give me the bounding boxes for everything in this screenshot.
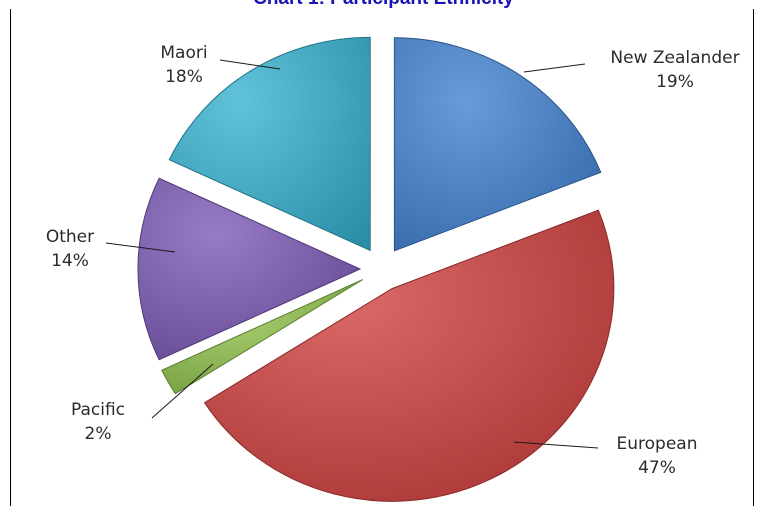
- slice-percent: 47%: [638, 458, 676, 478]
- slice-percent: 18%: [165, 67, 203, 87]
- slice-maori: [168, 36, 371, 252]
- chart-frame: [10, 9, 754, 506]
- slice-new-zealander: [393, 37, 602, 252]
- label-maori: Maori 18%: [144, 41, 224, 89]
- label-other: Other 14%: [30, 225, 110, 273]
- leader-line: [151, 363, 214, 419]
- leader-line: [219, 59, 281, 70]
- slice-percent: 2%: [84, 424, 112, 444]
- leader-line: [105, 242, 176, 253]
- slice-percent: 19%: [656, 72, 694, 92]
- label-new-zealander: New Zealander 19%: [590, 46, 760, 94]
- slice-name: Maori: [160, 43, 208, 63]
- slice-name: Pacific: [70, 400, 126, 420]
- leader-line: [523, 63, 586, 73]
- slice-name: European: [616, 434, 698, 454]
- slice-name: Other: [45, 227, 95, 247]
- leader-line: [513, 441, 599, 449]
- slice-other: [137, 177, 362, 361]
- slice-name: New Zealander: [610, 48, 740, 68]
- label-european: European 47%: [594, 432, 720, 480]
- chart-title: Chart 1: Participant Ethnicity: [0, 0, 767, 10]
- slice-percent: 14%: [51, 251, 89, 271]
- label-pacific: Pacific 2%: [54, 398, 142, 446]
- slice-european: [203, 209, 615, 502]
